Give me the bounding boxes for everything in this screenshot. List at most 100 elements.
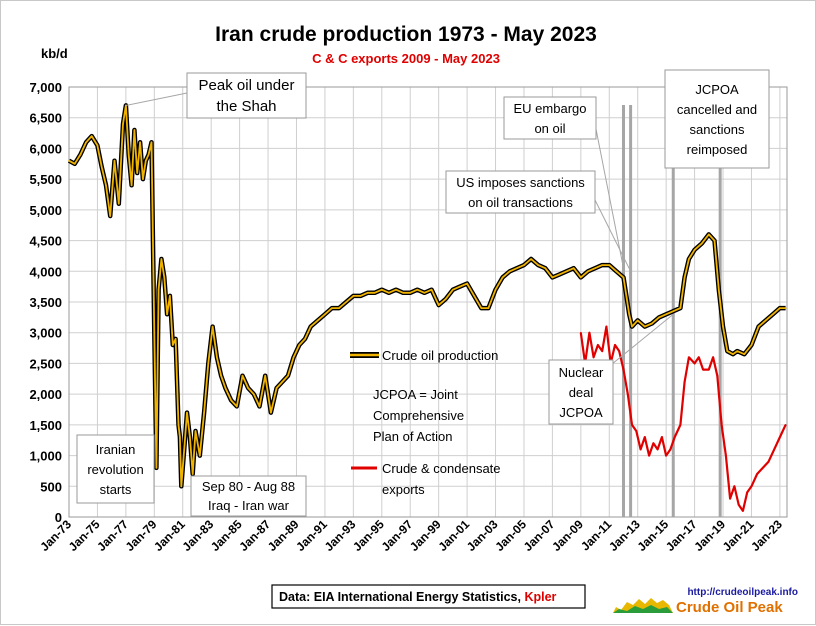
annotation-box — [503, 96, 597, 140]
production-point — [298, 344, 301, 346]
production-point — [292, 356, 295, 359]
production-point — [150, 141, 153, 144]
annotation-text: Iranian — [96, 442, 136, 457]
production-point — [105, 184, 107, 187]
annotation-text: starts — [100, 482, 132, 497]
production-point — [622, 276, 625, 279]
production-point — [194, 430, 197, 432]
source-box: Data: EIA International Energy Statistic… — [271, 584, 586, 609]
production-point — [487, 307, 490, 309]
production-point — [224, 387, 227, 389]
exports-point — [639, 448, 642, 451]
production-point — [644, 325, 646, 328]
annotation-text: Iraq - Iran war — [208, 498, 290, 513]
y-tick-label: 4,500 — [29, 234, 62, 249]
y-tick-label: 0 — [55, 510, 62, 525]
production-point — [270, 411, 272, 414]
production-point — [352, 295, 355, 297]
annotation-text: Plan of Action — [373, 429, 453, 444]
annotation: JCPOA = Joint Comprehensive Plan of Action — [373, 387, 464, 444]
exports-point — [729, 497, 731, 500]
production-point — [544, 267, 547, 270]
production-point — [100, 166, 103, 168]
production-point — [693, 248, 696, 251]
annotation: Iranian revolution starts — [76, 434, 155, 504]
y-tick-label: 2,500 — [29, 356, 62, 371]
production-point — [189, 436, 191, 438]
exports-point — [742, 510, 744, 512]
production-point — [743, 353, 746, 356]
production-line — [68, 104, 786, 488]
exports-point — [708, 368, 710, 371]
y-tick-label: 5,500 — [29, 172, 62, 187]
production-point — [459, 285, 461, 288]
source-text: Data: EIA International Energy Statistic… — [279, 590, 557, 604]
exports-point — [601, 350, 603, 352]
exports-point — [614, 344, 616, 346]
production-point — [275, 387, 278, 389]
exports-point — [618, 350, 621, 352]
plot-area-border — [68, 86, 788, 518]
annotation-text: Comprehensive — [373, 408, 464, 423]
annotations: Peak oil under the Shah Iranian revolution s… — [76, 69, 770, 517]
production-point — [166, 313, 168, 316]
annotation-box — [190, 475, 307, 517]
y-tick-label: 5,000 — [29, 203, 62, 218]
leader-line — [594, 199, 632, 272]
logo-graphic-lower — [613, 605, 673, 613]
annotation: Sep 80 - Aug 88 Iraq - Iran war — [190, 475, 307, 517]
production-point — [142, 178, 144, 180]
production-point — [615, 270, 618, 273]
production-point — [211, 325, 214, 328]
production-point — [247, 387, 249, 389]
production-point — [147, 153, 150, 156]
production-point — [79, 153, 82, 156]
exports-point — [725, 454, 727, 457]
production-point — [572, 267, 575, 270]
production-point — [179, 436, 181, 438]
production-point — [139, 141, 141, 144]
chart-title: Iran crude production 1973 - May 2023 — [215, 23, 597, 46]
production-point — [127, 153, 130, 156]
production-point — [594, 267, 596, 270]
exports-point — [683, 381, 686, 383]
annotation-text: Peak oil under — [199, 77, 295, 94]
exports-point — [626, 393, 629, 395]
production-point — [324, 313, 326, 316]
production-point — [601, 264, 603, 266]
production-point — [183, 448, 185, 451]
production-point — [631, 325, 633, 328]
production-point — [253, 393, 255, 395]
exports-point — [588, 331, 591, 334]
y-tick-label: 3,500 — [29, 295, 62, 310]
production-point — [191, 473, 194, 475]
exports-point — [669, 448, 672, 451]
production-point — [494, 288, 497, 291]
production-point — [651, 322, 653, 325]
y-tick-label: 3,000 — [29, 326, 62, 341]
y-tick-label: 4,000 — [29, 264, 62, 279]
production-point — [530, 258, 532, 260]
exports-point — [656, 448, 659, 451]
production-point — [672, 310, 675, 313]
production-point — [409, 291, 412, 294]
production-point — [230, 399, 232, 402]
annotation-text: Nuclear — [559, 365, 604, 380]
y-tick-label: 1,000 — [29, 449, 62, 464]
production-point — [565, 270, 568, 273]
production-point — [764, 319, 767, 322]
production-point — [220, 374, 222, 377]
exports-point — [702, 368, 704, 371]
production-point — [551, 276, 554, 279]
production-point — [688, 258, 690, 260]
legend-label-exports-line2: exports — [382, 482, 425, 497]
exports-point — [733, 485, 736, 488]
production-point — [90, 135, 93, 137]
production-point — [480, 307, 483, 309]
production-point — [732, 353, 734, 356]
exports-point — [665, 454, 667, 457]
production-point — [373, 291, 376, 294]
annotation-text: JCPOA — [559, 405, 603, 420]
annotation-box — [445, 170, 596, 214]
